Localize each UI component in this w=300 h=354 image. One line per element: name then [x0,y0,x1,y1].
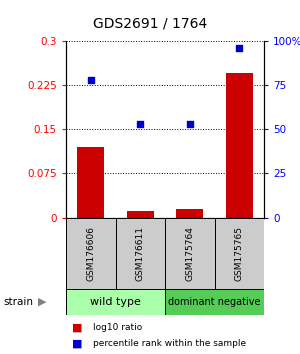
Text: strain: strain [3,297,33,307]
Bar [226,73,253,218]
Bar [214,218,264,289]
Text: log10 ratio: log10 ratio [93,323,142,332]
Text: ▶: ▶ [38,297,46,307]
Bar [176,209,203,218]
Point [88,77,93,82]
Text: GSM175765: GSM175765 [235,225,244,281]
Bar [127,211,154,218]
Text: ■: ■ [72,322,83,332]
Text: percentile rank within the sample: percentile rank within the sample [93,339,246,348]
Point [138,121,143,127]
Text: GSM175764: GSM175764 [185,225,194,281]
Text: wild type: wild type [90,297,141,307]
Bar [77,147,104,218]
Bar [165,289,264,315]
Text: ■: ■ [72,338,83,348]
Bar [116,218,165,289]
Bar [165,218,214,289]
Text: GDS2691 / 1764: GDS2691 / 1764 [93,16,207,30]
Point [237,45,242,51]
Bar [66,218,116,289]
Text: dominant negative: dominant negative [168,297,261,307]
Point [187,121,192,127]
Text: GSM176606: GSM176606 [86,225,95,281]
Text: GSM176611: GSM176611 [136,225,145,281]
Bar [66,289,165,315]
